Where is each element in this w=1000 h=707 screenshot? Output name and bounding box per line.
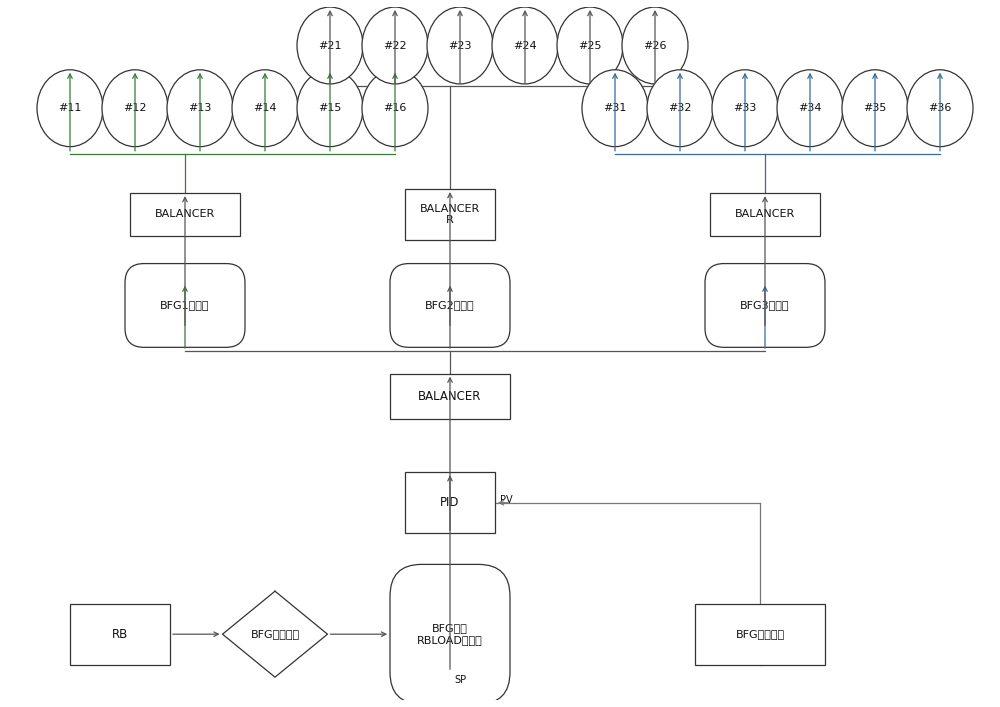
Text: #36: #36 bbox=[928, 103, 952, 113]
Text: #35: #35 bbox=[863, 103, 887, 113]
FancyBboxPatch shape bbox=[710, 193, 820, 235]
FancyBboxPatch shape bbox=[405, 189, 495, 240]
Text: BFG主控
RBLOAD目标值: BFG主控 RBLOAD目标值 bbox=[417, 624, 483, 645]
Ellipse shape bbox=[907, 70, 973, 146]
Text: BFG实际流量: BFG实际流量 bbox=[735, 629, 785, 639]
Ellipse shape bbox=[492, 7, 558, 84]
Text: #22: #22 bbox=[383, 40, 407, 50]
Text: #33: #33 bbox=[733, 103, 757, 113]
Text: #26: #26 bbox=[643, 40, 667, 50]
Text: BALANCER
R: BALANCER R bbox=[420, 204, 480, 226]
Text: RB: RB bbox=[112, 628, 128, 641]
FancyBboxPatch shape bbox=[695, 604, 825, 665]
Text: #15: #15 bbox=[318, 103, 342, 113]
Text: PID: PID bbox=[440, 496, 460, 509]
Text: SP: SP bbox=[454, 675, 466, 685]
Text: #16: #16 bbox=[383, 103, 407, 113]
Text: BFG流量判断: BFG流量判断 bbox=[250, 629, 300, 639]
FancyBboxPatch shape bbox=[705, 264, 825, 347]
Ellipse shape bbox=[232, 70, 298, 146]
Ellipse shape bbox=[647, 70, 713, 146]
Text: #32: #32 bbox=[668, 103, 692, 113]
Text: #31: #31 bbox=[603, 103, 627, 113]
Text: #34: #34 bbox=[798, 103, 822, 113]
Text: #12: #12 bbox=[123, 103, 147, 113]
Ellipse shape bbox=[362, 70, 428, 146]
FancyBboxPatch shape bbox=[390, 564, 510, 704]
FancyBboxPatch shape bbox=[390, 374, 510, 419]
Ellipse shape bbox=[582, 70, 648, 146]
FancyBboxPatch shape bbox=[125, 264, 245, 347]
FancyBboxPatch shape bbox=[130, 193, 240, 235]
Text: BFG2层主控: BFG2层主控 bbox=[425, 300, 475, 310]
Ellipse shape bbox=[622, 7, 688, 84]
Ellipse shape bbox=[297, 7, 363, 84]
Ellipse shape bbox=[557, 7, 623, 84]
Text: BALANCER: BALANCER bbox=[418, 390, 482, 403]
Text: #14: #14 bbox=[253, 103, 277, 113]
Ellipse shape bbox=[167, 70, 233, 146]
Text: PV: PV bbox=[500, 495, 513, 505]
Ellipse shape bbox=[427, 7, 493, 84]
Text: BALANCER: BALANCER bbox=[155, 209, 215, 219]
Ellipse shape bbox=[712, 70, 778, 146]
FancyBboxPatch shape bbox=[405, 472, 495, 533]
Text: #23: #23 bbox=[448, 40, 472, 50]
FancyBboxPatch shape bbox=[390, 264, 510, 347]
Ellipse shape bbox=[297, 70, 363, 146]
Ellipse shape bbox=[842, 70, 908, 146]
Ellipse shape bbox=[362, 7, 428, 84]
Text: BFG1层主控: BFG1层主控 bbox=[160, 300, 210, 310]
Ellipse shape bbox=[777, 70, 843, 146]
Ellipse shape bbox=[37, 70, 103, 146]
Ellipse shape bbox=[102, 70, 168, 146]
Text: #13: #13 bbox=[188, 103, 212, 113]
Text: #24: #24 bbox=[513, 40, 537, 50]
Text: BFG3层主控: BFG3层主控 bbox=[740, 300, 790, 310]
Polygon shape bbox=[222, 591, 328, 677]
Text: BALANCER: BALANCER bbox=[735, 209, 795, 219]
Text: #11: #11 bbox=[58, 103, 82, 113]
FancyBboxPatch shape bbox=[70, 604, 170, 665]
Text: #25: #25 bbox=[578, 40, 602, 50]
Text: #21: #21 bbox=[318, 40, 342, 50]
